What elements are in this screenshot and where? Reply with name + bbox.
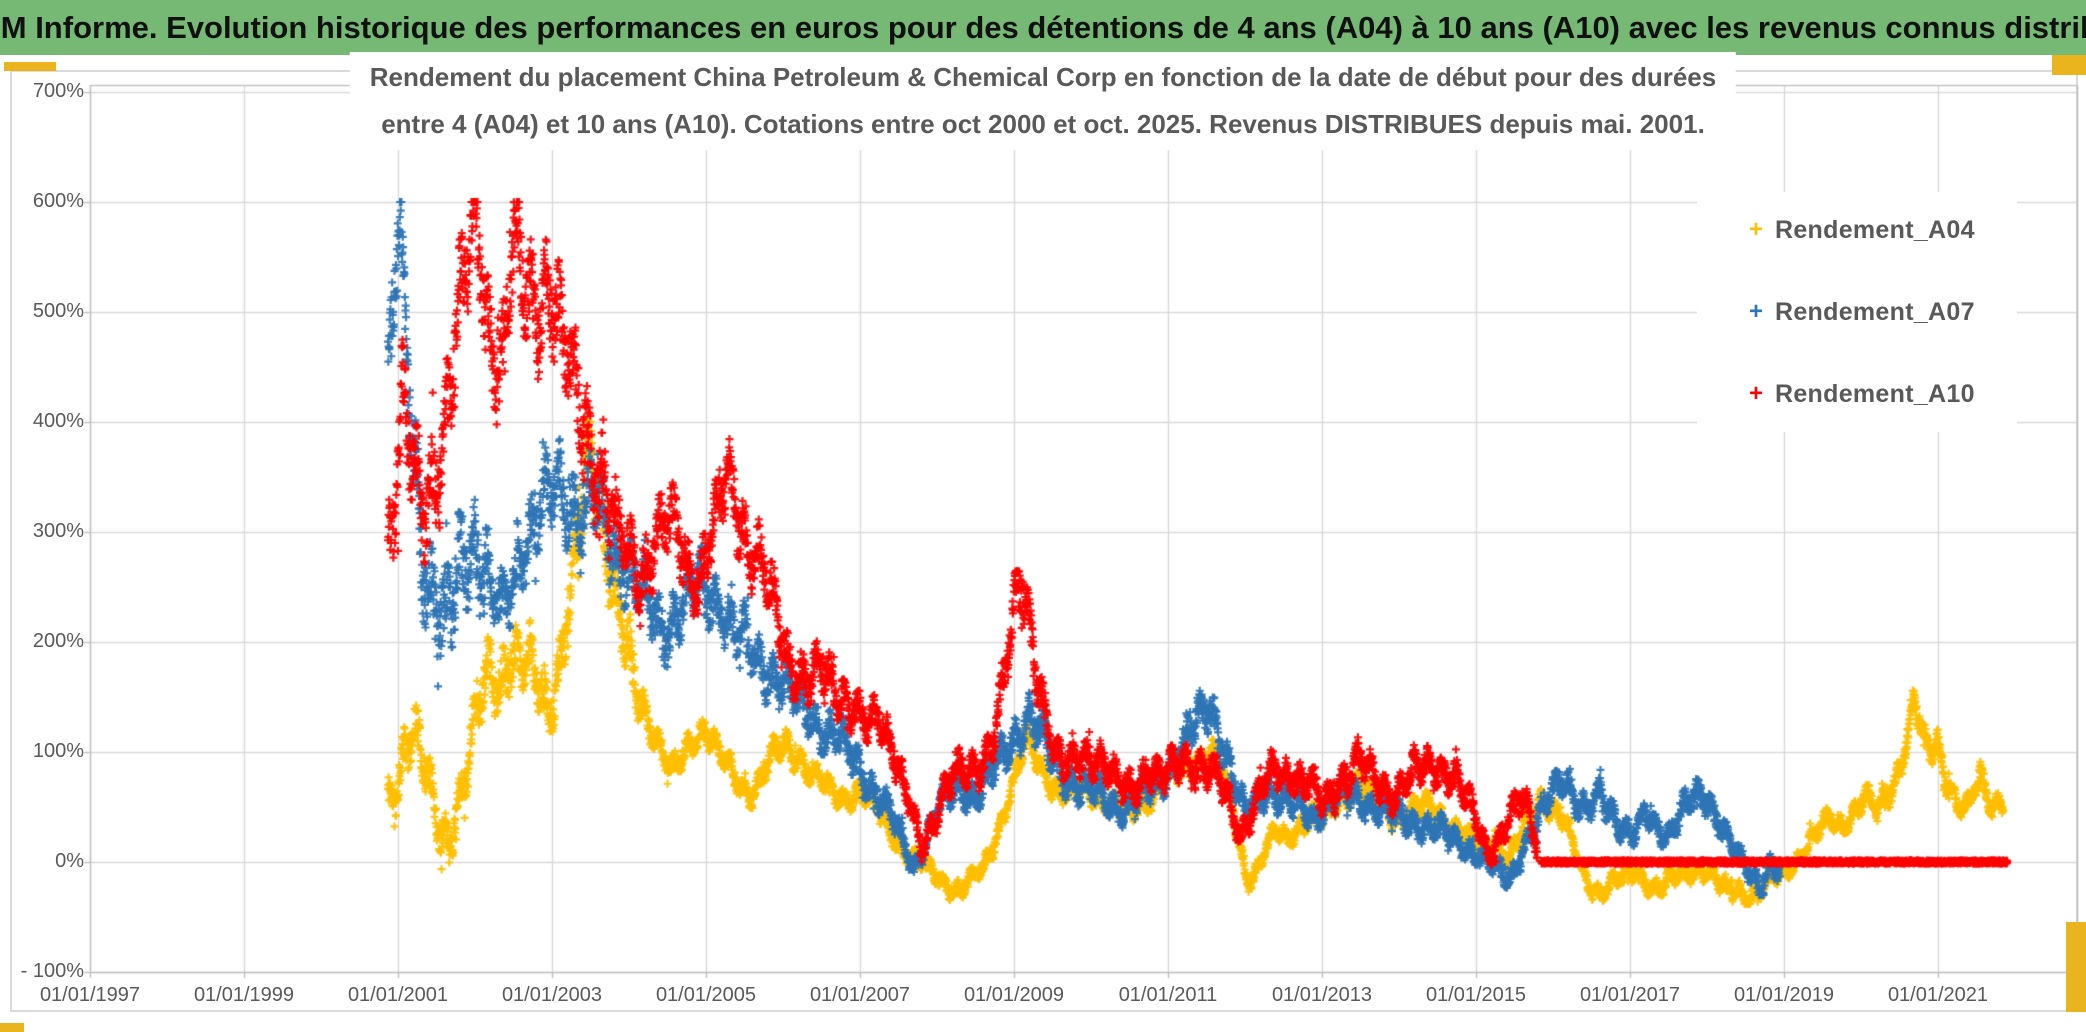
gold-accent-top-left — [4, 62, 56, 71]
gold-accent-bottom-right — [2066, 922, 2086, 1012]
x-axis-tick-label: 01/01/2013 — [1271, 984, 1373, 1006]
x-axis-tick-label: 01/01/2017 — [1579, 984, 1681, 1006]
legend-label: Rendement_A10 — [1775, 379, 1975, 408]
x-axis-tick-label: 01/01/2007 — [809, 984, 911, 1006]
legend-item-a04: + Rendement_A04 — [1697, 198, 2017, 262]
x-axis-tick-label: 01/01/2009 — [963, 984, 1065, 1006]
y-axis-tick-label: 500% — [32, 300, 84, 322]
gold-accent-bottom-left — [0, 1023, 24, 1032]
y-axis-tick-label: 0% — [55, 850, 84, 872]
x-axis-tick-label: 01/01/2021 — [1887, 984, 1989, 1006]
chart-title-line1: Rendement du placement China Petroleum &… — [369, 62, 1717, 92]
x-axis-tick-label: 01/01/1999 — [193, 984, 295, 1006]
legend-label: Rendement_A07 — [1775, 297, 1975, 326]
chart-legend: + Rendement_A04 + Rendement_A07 + Rendem… — [1697, 192, 2017, 432]
y-axis-tick-label: 200% — [32, 630, 84, 652]
y-axis-tick-label: 100% — [32, 740, 84, 762]
legend-label: Rendement_A04 — [1775, 215, 1975, 244]
chart-title-line2: entre 4 (A04) et 10 ans (A10). Cotations… — [381, 109, 1705, 139]
y-axis-tick-label: 400% — [32, 410, 84, 432]
plus-marker-icon: + — [1749, 380, 1764, 407]
gold-accent-top-right — [2052, 55, 2086, 75]
x-axis-tick-label: 01/01/2011 — [1118, 984, 1218, 1006]
plus-marker-icon: + — [1749, 298, 1764, 325]
plus-marker-icon: + — [1749, 216, 1764, 243]
chart-title: Rendement du placement China Petroleum &… — [349, 52, 1737, 150]
x-axis-tick-label: 01/01/2001 — [347, 984, 449, 1006]
x-axis-tick-label: 01/01/2003 — [501, 984, 603, 1006]
y-axis-tick-label: 700% — [32, 80, 84, 102]
x-axis-tick-label: 01/01/2005 — [655, 984, 757, 1006]
legend-item-a07: + Rendement_A07 — [1697, 280, 2017, 344]
x-axis-tick-label: 01/01/2019 — [1733, 984, 1835, 1006]
y-axis-tick-label: - 100% — [20, 960, 84, 982]
y-axis-tick-label: 300% — [32, 520, 84, 542]
x-axis-tick-label: 01/01/1997 — [39, 984, 141, 1006]
y-axis-tick-label: 600% — [32, 190, 84, 212]
legend-item-a10: + Rendement_A10 — [1697, 362, 2017, 426]
x-axis-tick-label: 01/01/2015 — [1425, 984, 1527, 1006]
